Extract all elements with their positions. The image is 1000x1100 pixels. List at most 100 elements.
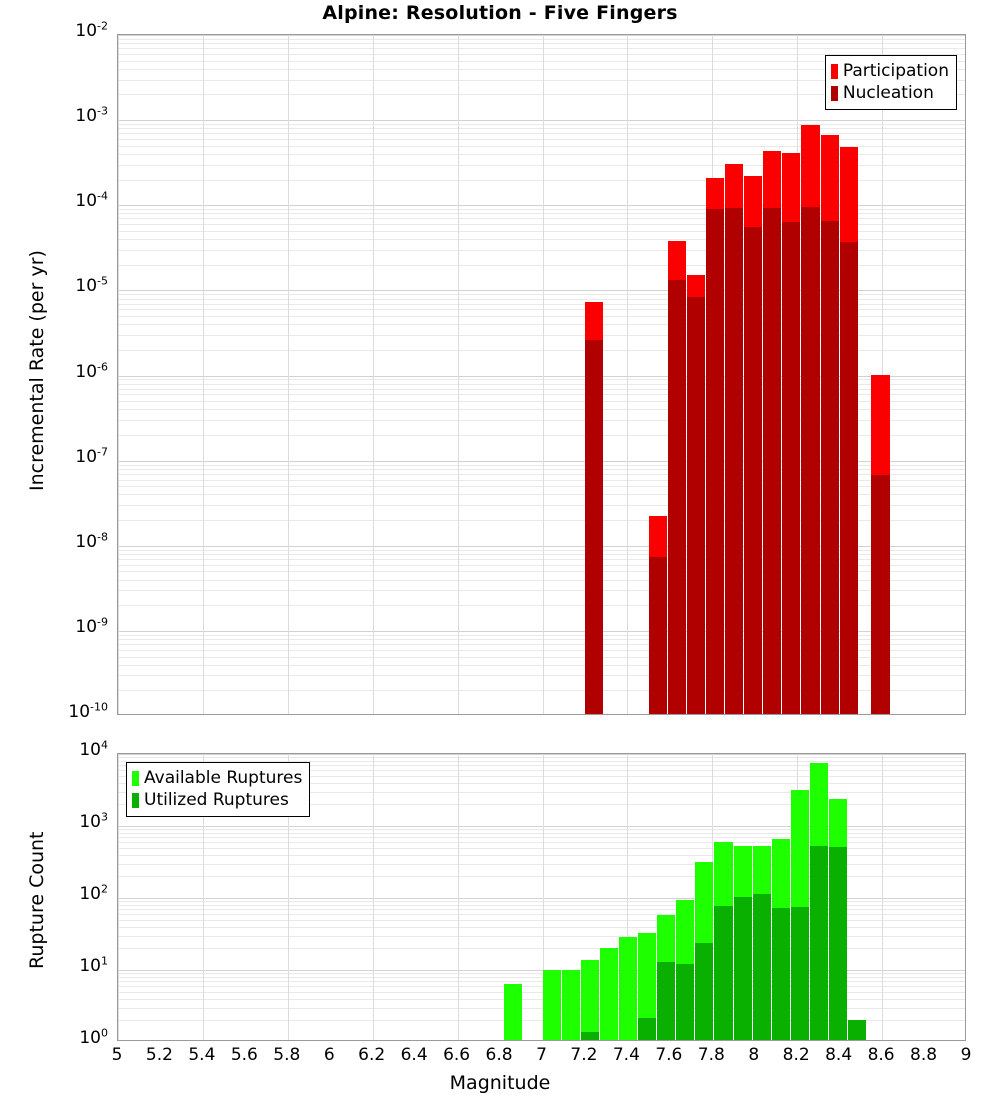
legend-label-utilized-ruptures: Utilized Ruptures bbox=[144, 789, 289, 810]
bar bbox=[648, 35, 667, 714]
x-tick-label: 8.8 bbox=[910, 1045, 938, 1065]
legend-incremental-rate: Participation Nucleation bbox=[824, 55, 957, 110]
bar bbox=[790, 754, 809, 1040]
bar bbox=[733, 754, 752, 1040]
legend-label-nucleation: Nucleation bbox=[842, 82, 934, 103]
bar-segment-utilized bbox=[771, 908, 790, 1040]
y-tick-label: 104 bbox=[79, 738, 108, 760]
legend-item-nucleation[interactable]: Nucleation bbox=[830, 82, 949, 104]
y-tick-label: 102 bbox=[79, 882, 108, 904]
bar-segment-nucleation bbox=[667, 280, 686, 714]
bar bbox=[542, 754, 561, 1040]
legend-swatch-participation bbox=[830, 63, 838, 79]
y-tick-label: 10-7 bbox=[75, 444, 108, 467]
legend-item-available-ruptures[interactable]: Available Ruptures bbox=[132, 767, 302, 789]
bar-segment-nucleation bbox=[782, 222, 801, 714]
x-tick-label: 6 bbox=[323, 1045, 335, 1065]
bar-segment-nucleation bbox=[584, 339, 604, 714]
bar-segment-utilized bbox=[809, 845, 829, 1040]
bar-segment-utilized bbox=[695, 943, 714, 1040]
bar-segment-available bbox=[542, 969, 561, 1040]
legend-swatch-utilized-ruptures bbox=[132, 792, 139, 808]
x-tick-label: 7 bbox=[536, 1045, 547, 1065]
x-tick-label: 9 bbox=[960, 1045, 972, 1065]
bar bbox=[752, 754, 771, 1040]
y-tick-label: 10-6 bbox=[75, 359, 108, 382]
bar bbox=[504, 754, 523, 1040]
legend-rupture-count: Available Ruptures Utilized Ruptures bbox=[126, 762, 311, 817]
x-tick-label: 5.6 bbox=[230, 1045, 258, 1065]
rupture-count-plot-area: Available Ruptures Utilized Ruptures bbox=[117, 753, 966, 1041]
bar bbox=[638, 754, 657, 1040]
bar bbox=[801, 35, 820, 714]
bar-segment-utilized bbox=[657, 962, 676, 1040]
bar bbox=[676, 754, 695, 1040]
bar bbox=[771, 754, 790, 1040]
x-tick-label: 6.8 bbox=[485, 1045, 513, 1065]
y-tick-label: 10-8 bbox=[75, 530, 108, 552]
x-tick-label: 5.4 bbox=[188, 1045, 216, 1065]
y-tick-label: 10-9 bbox=[75, 615, 108, 637]
bar bbox=[848, 754, 867, 1040]
bar-segment-nucleation bbox=[801, 207, 820, 714]
bar bbox=[820, 35, 839, 714]
bar bbox=[839, 35, 858, 714]
bar bbox=[695, 754, 714, 1040]
bar bbox=[829, 754, 848, 1040]
bar-segment-nucleation bbox=[763, 207, 782, 714]
bar bbox=[618, 754, 637, 1040]
y-tick-label: 100 bbox=[79, 1026, 108, 1048]
bar-segment-utilized bbox=[676, 963, 695, 1040]
x-tick-label: 7.8 bbox=[697, 1045, 725, 1065]
bar bbox=[782, 35, 801, 714]
bar bbox=[599, 754, 618, 1040]
bar-segment-utilized bbox=[714, 906, 733, 1040]
bar bbox=[584, 35, 604, 714]
legend-item-participation[interactable]: Participation bbox=[830, 60, 949, 82]
y-axis-label-bottom: Rupture Count bbox=[26, 831, 48, 970]
x-tick-label: 6.4 bbox=[400, 1045, 428, 1065]
bar-segment-nucleation bbox=[705, 209, 725, 714]
x-tick-label: 8.2 bbox=[782, 1045, 810, 1065]
bar-segment-nucleation bbox=[744, 226, 763, 714]
x-tick-label: 5.8 bbox=[273, 1045, 301, 1065]
bar bbox=[705, 35, 725, 714]
bar bbox=[686, 35, 705, 714]
bar-segment-available bbox=[504, 983, 523, 1040]
x-tick-label: 7.6 bbox=[655, 1045, 683, 1065]
legend-item-utilized-ruptures[interactable]: Utilized Ruptures bbox=[132, 789, 302, 811]
bar-segment-available bbox=[580, 959, 599, 1040]
bar-segment-utilized bbox=[829, 846, 848, 1040]
bar-segment-utilized bbox=[790, 907, 809, 1040]
y-tick-label: 10-10 bbox=[68, 700, 108, 722]
bar-segment-nucleation bbox=[686, 296, 705, 714]
y-tick-label: 103 bbox=[79, 810, 108, 832]
bar-segment-utilized bbox=[752, 894, 771, 1040]
x-tick-label: 6.2 bbox=[358, 1045, 386, 1065]
bar bbox=[763, 35, 782, 714]
bar-segment-nucleation bbox=[871, 474, 890, 714]
x-axis-label: Magnitude bbox=[449, 1072, 551, 1094]
bar-segment-utilized bbox=[733, 896, 752, 1040]
x-tick-label: 6.6 bbox=[443, 1045, 471, 1065]
y-tick-label: 101 bbox=[79, 954, 108, 976]
bar bbox=[657, 754, 676, 1040]
x-tick-label: 7.4 bbox=[612, 1045, 640, 1065]
bar bbox=[744, 35, 763, 714]
x-tick-label: 8 bbox=[748, 1045, 760, 1065]
bar bbox=[561, 754, 580, 1040]
bar-segment-available bbox=[618, 936, 637, 1040]
bars-rupture-count bbox=[118, 754, 965, 1040]
bar-segment-nucleation bbox=[839, 242, 858, 714]
legend-label-available-ruptures: Available Ruptures bbox=[144, 767, 303, 788]
bar-segment-utilized bbox=[638, 1018, 657, 1040]
incremental-rate-plot-area: Participation Nucleation bbox=[117, 34, 966, 715]
bar-segment-nucleation bbox=[820, 220, 839, 714]
legend-swatch-available-ruptures bbox=[132, 770, 139, 786]
x-tick-label: 5 bbox=[111, 1045, 123, 1065]
bar-segment-available bbox=[599, 947, 618, 1040]
bar bbox=[809, 754, 829, 1040]
bar bbox=[871, 35, 890, 714]
x-tick-label: 5.2 bbox=[145, 1045, 173, 1065]
